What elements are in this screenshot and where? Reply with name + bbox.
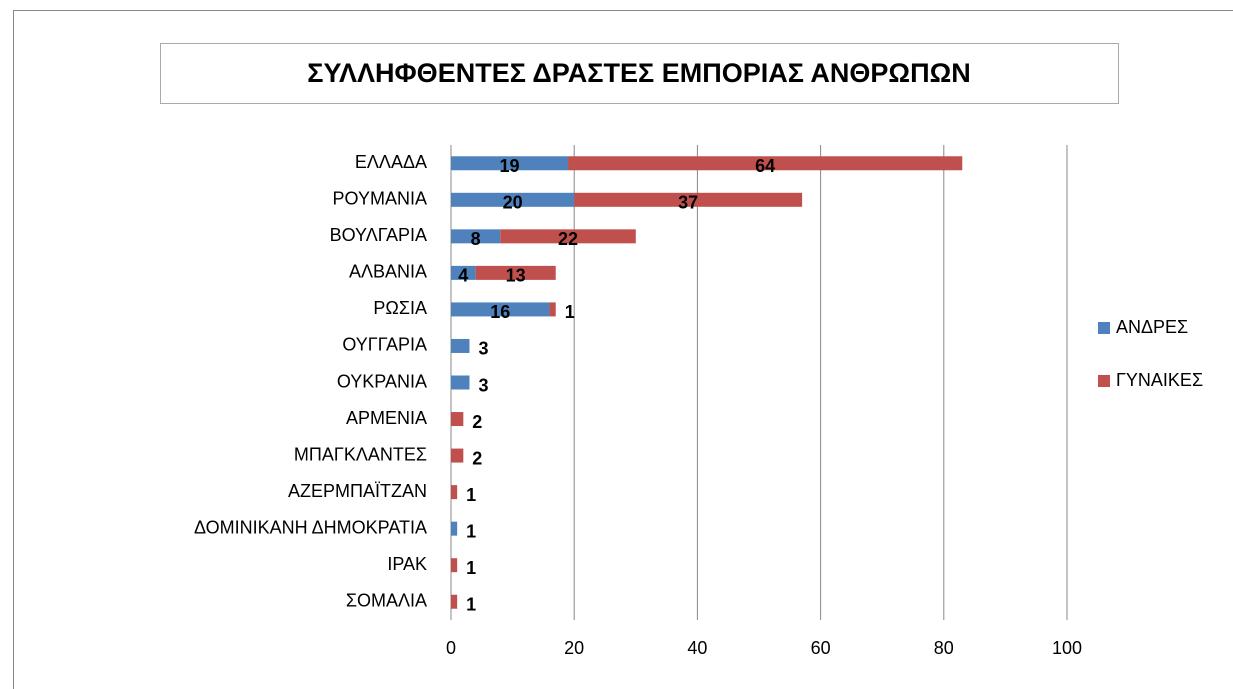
data-label: 1 — [466, 521, 476, 541]
y-tick-label: ΡΩΣΙΑ — [373, 298, 427, 318]
legend-swatch — [1098, 375, 1110, 387]
bar — [475, 265, 556, 280]
bar — [451, 302, 550, 317]
y-tick-label: ΔΟΜΙΝΙΚΑΝΗ ΔΗΜΟΚΡΑΤΙΑ — [194, 517, 427, 537]
bar — [451, 594, 458, 609]
data-label: 19 — [500, 156, 520, 176]
data-label: 37 — [678, 193, 698, 213]
bar — [500, 229, 636, 244]
x-tick-label: 100 — [1052, 638, 1082, 658]
bar — [451, 485, 458, 500]
bar — [568, 156, 963, 171]
bar — [451, 521, 458, 536]
bar — [451, 558, 458, 573]
x-tick-label: 60 — [811, 638, 831, 658]
data-label: 20 — [503, 193, 523, 213]
y-tick-label: ΜΠΑΓΚΛΑΝΤΕΣ — [294, 444, 427, 464]
data-label: 1 — [466, 594, 476, 614]
y-tick-label: ΣΟΜΑΛΙΑ — [346, 590, 427, 610]
data-label: 1 — [466, 485, 476, 505]
y-tick-label: ΡΟΥΜΑΝΙΑ — [333, 189, 427, 209]
bar — [451, 156, 569, 171]
data-label: 3 — [478, 375, 488, 395]
x-tick-label: 0 — [446, 638, 456, 658]
y-tick-label: ΒΟΥΛΓΑΡΙΑ — [330, 225, 427, 245]
bar — [451, 448, 464, 463]
x-tick-label: 20 — [564, 638, 584, 658]
data-label: 3 — [478, 339, 488, 359]
bar — [451, 375, 470, 390]
y-tick-label: ΙΡΑΚ — [387, 554, 427, 574]
x-tick-label: 40 — [687, 638, 707, 658]
legend-label: ΓΥΝΑΙΚΕΣ — [1116, 370, 1203, 390]
chart-title: ΣΥΛΛΗΦΘΕΝΤΕΣ ΔΡΑΣΤΕΣ ΕΜΠΟΡΙΑΣ ΑΝΘΡΩΠΩΝ — [307, 58, 970, 88]
data-label: 22 — [558, 229, 578, 249]
y-tick-label: ΟΥΚΡΑΝΙΑ — [337, 371, 427, 391]
legend-label: ΑΝΔΡΕΣ — [1116, 317, 1188, 337]
bar — [549, 302, 556, 317]
title-box — [160, 43, 1119, 104]
bar — [451, 412, 464, 427]
bar — [574, 192, 803, 207]
y-tick-label: ΑΡΜΕΝΙΑ — [346, 408, 427, 428]
y-tick-label: ΑΛΒΑΝΙΑ — [349, 262, 427, 282]
bar — [451, 192, 575, 207]
y-tick-label: ΟΥΓΓΑΡΙΑ — [342, 335, 427, 355]
bar — [451, 229, 501, 244]
data-label: 64 — [755, 156, 775, 176]
bar — [451, 338, 470, 353]
data-label: 2 — [472, 412, 482, 432]
y-tick-label: ΕΛΛΑΔΑ — [355, 152, 427, 172]
data-label: 2 — [472, 448, 482, 468]
data-label: 1 — [466, 558, 476, 578]
bar — [451, 265, 476, 280]
x-tick-label: 80 — [934, 638, 954, 658]
data-label: 8 — [471, 229, 481, 249]
data-label: 1 — [565, 302, 575, 322]
legend-swatch — [1098, 322, 1110, 334]
y-tick-label: ΑΖΕΡΜΠΑΪΤΖΑΝ — [288, 481, 427, 501]
chart-border — [13, 10, 1233, 689]
data-label: 16 — [490, 302, 510, 322]
data-label: 13 — [506, 266, 526, 286]
data-label: 4 — [458, 266, 468, 286]
